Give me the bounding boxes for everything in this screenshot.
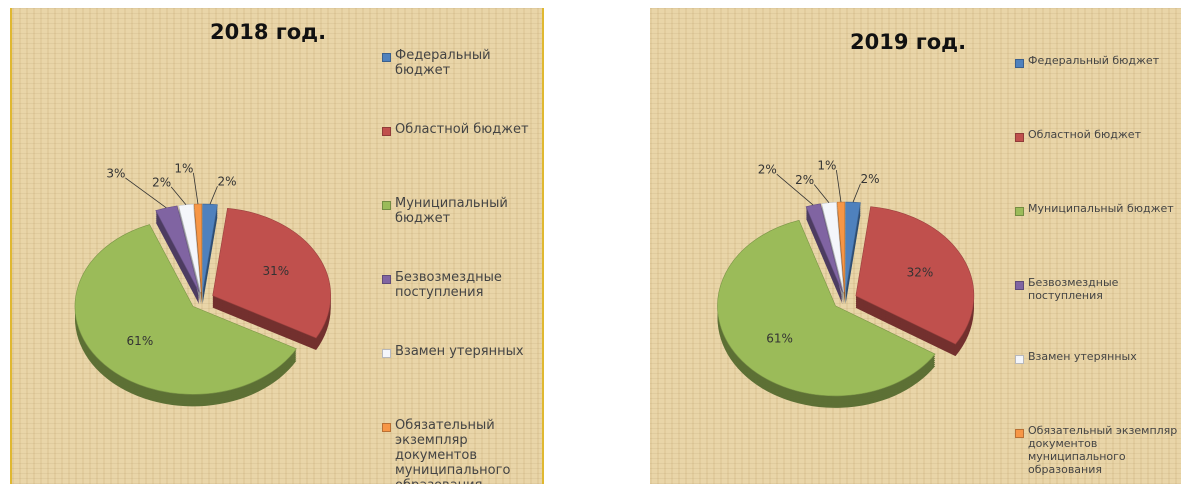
legend-item: Обязательный экземпляр документов муници… [382,418,532,484]
legend-label: Областной бюджет [395,122,529,137]
chart-title: 2018 год. [210,20,327,44]
pie-slice [212,208,331,339]
slice-side [821,206,844,297]
legend-item: Муниципальный бюджет [382,196,532,226]
legend-item: Безвозмездные поступления [382,270,532,300]
legend-swatch [382,423,391,432]
legend-item: Федеральный бюджет [1015,54,1181,68]
data-label: 61% [766,331,793,345]
legend-swatch [382,275,391,284]
data-label: 32% [907,265,934,279]
leader-line [776,173,814,206]
pie-slice [717,219,936,397]
data-label: 2% [795,173,814,187]
leader-line [852,183,861,203]
legend-swatch [382,127,391,136]
legend-label: Муниципальный бюджет [1028,202,1174,215]
legend-label: Муниципальный бюджет [395,196,508,226]
legend-label: Федеральный бюджет [395,48,491,78]
data-label: 2% [152,175,171,189]
leader-line [813,184,830,204]
chart-panel: 2% 32% 61% 2% 2% 1% 2019 год. Федеральный бюд… [650,8,1181,484]
data-label: 1% [174,161,193,175]
data-label: 31% [262,264,289,278]
legend-item: Областной бюджет [1015,128,1181,142]
chart-title: 2019 год. [850,30,967,54]
pie-slice [193,203,202,293]
data-label: 1% [817,159,836,173]
legend-swatch [1015,429,1024,438]
chart-panel: 2% 31% 61% 3% 2% 1% 2018 год. Федеральный бюд… [10,8,544,484]
legend-swatch [1015,207,1024,216]
legend-label: Обязательный экземпляр документов муници… [395,418,511,484]
pie-chart: 2%31%61%3%2%1% [74,161,331,407]
leader-line [170,186,187,206]
legend-item: Безвозмездные поступления [1015,276,1181,302]
legend-label: Федеральный бюджет [1028,54,1160,67]
legend-label: Взамен утерянных [395,344,524,359]
pie-slice [845,201,861,293]
data-label: 61% [127,334,154,348]
legend-swatch [1015,281,1024,290]
legend-label: Обязательный экземпляр документов муници… [1028,424,1178,476]
legend-item: Взамен утерянных [1015,350,1181,364]
legend-item: Областной бюджет [382,122,532,137]
pie-slice [178,203,202,293]
legend-swatch [382,349,391,358]
leader-line [125,177,167,209]
pie-slice [836,201,845,293]
pie-slice [821,201,845,293]
pie-slice [202,203,218,293]
leader-line [835,170,842,203]
legend-item: Муниципальный бюджет [1015,202,1181,216]
legend-swatch [382,201,391,210]
legend-swatch [1015,133,1024,142]
legend-item: Взамен утерянных [382,344,532,359]
legend-swatch [1015,59,1024,68]
pie-slice [74,224,297,395]
data-label: 2% [860,172,879,186]
legend-swatch [382,53,391,62]
data-label: 3% [106,167,125,181]
data-label: 2% [758,163,777,177]
data-label: 2% [217,175,236,189]
leader-line [209,186,218,205]
legend-label: Взамен утерянных [1028,350,1137,363]
legend-item: Обязательный экземпляр документов муници… [1015,424,1181,476]
pie-chart: 2%32%61%2%2%1% [717,159,975,408]
leader-line [192,172,199,205]
legend-item: Федеральный бюджет [382,48,532,78]
legend-label: Безвозмездные поступления [1028,276,1119,302]
slice-side [178,208,201,297]
legend-label: Областной бюджет [1028,128,1141,141]
legend-swatch [1015,355,1024,364]
pie-slice [855,206,975,345]
legend-label: Безвозмездные поступления [395,270,502,300]
